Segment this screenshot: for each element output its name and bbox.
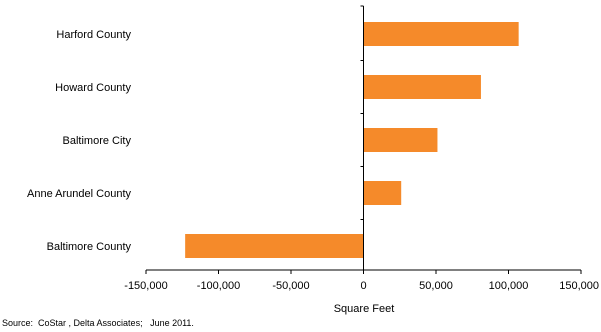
- x-axis-label: Square Feet: [334, 303, 395, 315]
- bar: [363, 22, 519, 46]
- category-label: Baltimore County: [47, 241, 132, 253]
- x-tick-label: 150,000: [559, 280, 599, 292]
- bar: [363, 75, 481, 99]
- x-tick-label: -100,000: [197, 280, 240, 292]
- category-label: Howard County: [55, 82, 131, 94]
- bar: [363, 181, 402, 205]
- x-tick-labels: -150,000 -100,000 -50,000 0 50,000 100,000 150…: [124, 280, 599, 292]
- category-label: Anne Arundel County: [27, 188, 131, 200]
- bars-group: [185, 22, 519, 258]
- axes-group: [145, 5, 582, 274]
- source-note: Source: CoStar , Delta Associates; June …: [2, 318, 194, 328]
- bar: [363, 128, 438, 152]
- bar: [185, 234, 364, 258]
- x-tick-label: 50,000: [419, 280, 453, 292]
- x-tick-label: 100,000: [489, 280, 529, 292]
- x-tick-label: -50,000: [272, 280, 309, 292]
- category-label: Baltimore City: [63, 135, 132, 147]
- category-labels: Harford County Howard County Baltimore Cit…: [27, 29, 131, 253]
- x-tick-label: -150,000: [124, 280, 167, 292]
- category-label: Harford County: [56, 29, 131, 41]
- x-tick-label: 0: [360, 280, 366, 292]
